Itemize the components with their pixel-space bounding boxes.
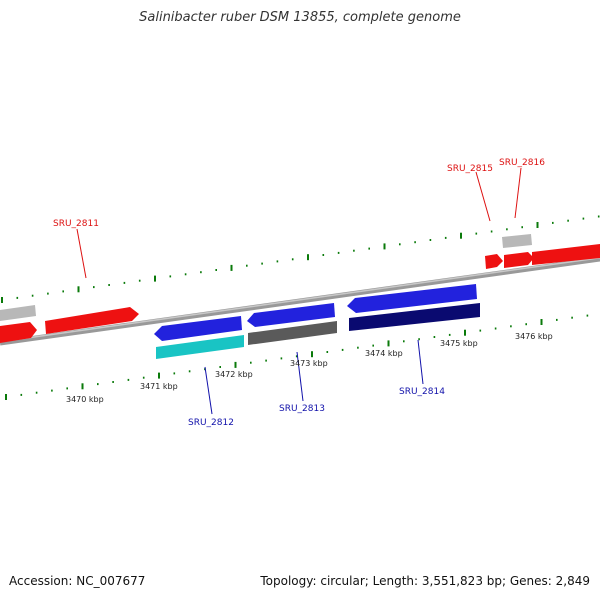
kbp-label: 3475 kbp	[440, 339, 478, 348]
accession-text: Accession: NC_007677	[9, 574, 146, 588]
gene-reverse-blue-2[interactable]	[247, 303, 335, 327]
gene-SRU_2811[interactable]	[45, 307, 139, 334]
kbp-labels: 3470 kbp 3471 kbp 3472 kbp 3473 kbp 3474…	[66, 332, 553, 404]
kbp-label: 3472 kbp	[215, 370, 253, 379]
label-SRU_2814[interactable]: SRU_2814	[399, 387, 445, 397]
gene-reverse-blue-1[interactable]	[154, 316, 242, 341]
genome-backbone	[0, 256, 600, 346]
forward-genes	[0, 234, 600, 343]
kbp-label: 3476 kbp	[515, 332, 553, 341]
map-title: Salinibacter ruber DSM 13855, complete g…	[139, 10, 461, 25]
gene-SRU_2816[interactable]	[504, 252, 534, 268]
gene-reverse-blue-3[interactable]	[347, 284, 477, 313]
reverse-genes	[154, 284, 480, 359]
gene-SRU_2814[interactable]	[349, 303, 480, 331]
inner-tick-track	[5, 314, 589, 400]
gene-SRU_2812[interactable]	[156, 335, 244, 359]
kbp-label: 3473 kbp	[290, 359, 328, 368]
label-SRU_2812[interactable]: SRU_2812	[188, 418, 234, 428]
topology-summary: Topology: circular; Length: 3,551,823 bp…	[260, 574, 590, 588]
kbp-label: 3471 kbp	[140, 382, 178, 391]
gene-forward-gray-right[interactable]	[502, 234, 532, 248]
label-SRU_2811[interactable]: SRU_2811	[53, 219, 99, 229]
kbp-label: 3470 kbp	[66, 395, 104, 404]
label-leader-lines	[76, 167, 522, 415]
gene-forward-gray-left[interactable]	[0, 305, 36, 321]
label-SRU_2815[interactable]: SRU_2815	[447, 164, 493, 174]
gene-labels: SRU_2811 SRU_2815 SRU_2816 SRU_2812 SRU_…	[53, 158, 545, 428]
outer-tick-track	[1, 215, 600, 303]
gene-SRU_2815[interactable]	[485, 254, 503, 269]
label-SRU_2813[interactable]: SRU_2813	[279, 404, 325, 414]
gene-forward-red-left[interactable]	[0, 322, 37, 343]
gene-forward-red-right[interactable]	[532, 244, 600, 265]
gene-SRU_2813[interactable]	[248, 321, 337, 345]
kbp-label: 3474 kbp	[365, 349, 403, 358]
label-SRU_2816[interactable]: SRU_2816	[499, 158, 545, 168]
